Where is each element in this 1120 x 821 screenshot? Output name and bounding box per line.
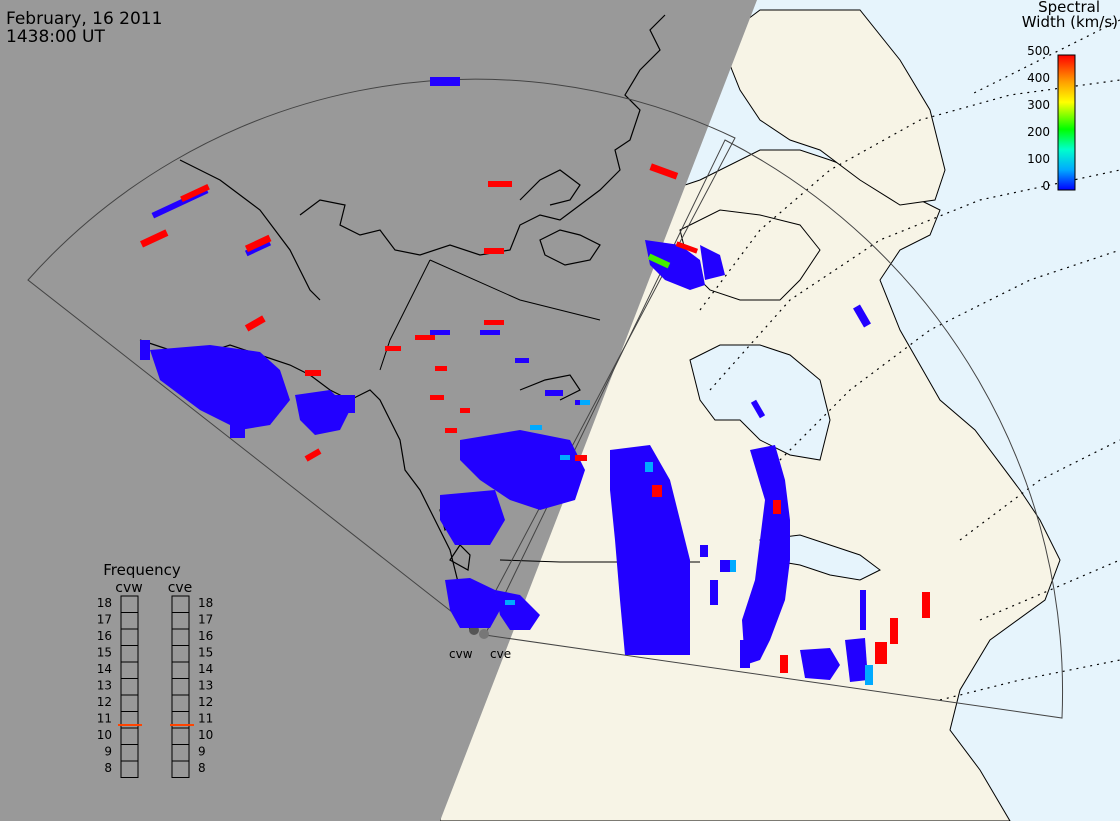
colorbar-tick-0: 0: [1042, 179, 1050, 193]
frequency-level-label: 18: [198, 596, 213, 610]
colorbar-tick-400: 400: [1027, 71, 1050, 85]
colorbar-tick-100: 100: [1027, 152, 1050, 166]
frequency-col-cvw: cvw: [115, 580, 142, 596]
radar-fov: [27, 78, 1064, 719]
date-label: February, 16 2011: [6, 9, 162, 29]
frequency-box-cve: [171, 595, 190, 778]
colorbar-tick-500: 500: [1027, 44, 1050, 58]
frequency-level-label: 13: [198, 679, 213, 693]
frequency-level-label: 9: [104, 745, 112, 759]
colorbar: Spectral Width (km/s) 500 400 300 200 10…: [1022, 0, 1118, 193]
frequency-level-label: 18: [97, 596, 112, 610]
colorbar-title-line2: Width (km/s): [1022, 13, 1118, 31]
frequency-title: Frequency: [103, 561, 181, 579]
frequency-level-label: 11: [97, 712, 112, 726]
cve-fov: [484, 139, 1064, 719]
frequency-level-label: 14: [198, 662, 213, 676]
colorbar-gradient: [1057, 54, 1076, 191]
frequency-level-label: 9: [198, 745, 206, 759]
greenland-land: [719, 9, 946, 206]
frequency-level-label: 17: [198, 613, 213, 627]
frequency-grid: 18 18 17 17 16 16 15 15 14 14 13 13 12 12 11 11 10 10 9 9 8 8: [97, 595, 213, 778]
radar-label-cvw: cvw: [449, 647, 473, 661]
radar-site-cve: [479, 629, 489, 639]
frequency-level-label: 12: [97, 695, 112, 709]
frequency-level-label: 10: [198, 728, 213, 742]
frequency-level-label: 15: [97, 646, 112, 660]
frequency-col-cve: cve: [168, 580, 193, 596]
frequency-level-label: 17: [97, 613, 112, 627]
time-label: 1438:00 UT: [6, 27, 105, 47]
frequency-level-label: 8: [198, 761, 206, 775]
frequency-level-label: 10: [97, 728, 112, 742]
frequency-panel: Frequency cvw cve 18 18 17 17 16 16 15 15 14 14 13…: [97, 561, 213, 778]
cvw-fov: [27, 78, 736, 631]
echo-green: [647, 253, 671, 269]
latitude-grid: [699, 19, 1120, 701]
echoes-blue: [140, 77, 871, 682]
echoes-cyan: [505, 400, 873, 685]
colorbar-title-line1: Spectral: [1038, 0, 1100, 16]
frequency-level-label: 8: [104, 761, 112, 775]
echoes-red: [140, 163, 930, 673]
frequency-level-label: 16: [97, 629, 112, 643]
frequency-level-label: 16: [198, 629, 213, 643]
frequency-box-cvw: [120, 595, 139, 778]
frequency-level-label: 11: [198, 712, 213, 726]
radar-label-cve: cve: [490, 647, 511, 661]
frequency-level-label: 13: [97, 679, 112, 693]
frequency-level-label: 15: [198, 646, 213, 660]
frequency-level-label: 14: [97, 662, 112, 676]
colorbar-tick-300: 300: [1027, 98, 1050, 112]
colorbar-tick-200: 200: [1027, 125, 1050, 139]
frequency-level-label: 12: [198, 695, 213, 709]
